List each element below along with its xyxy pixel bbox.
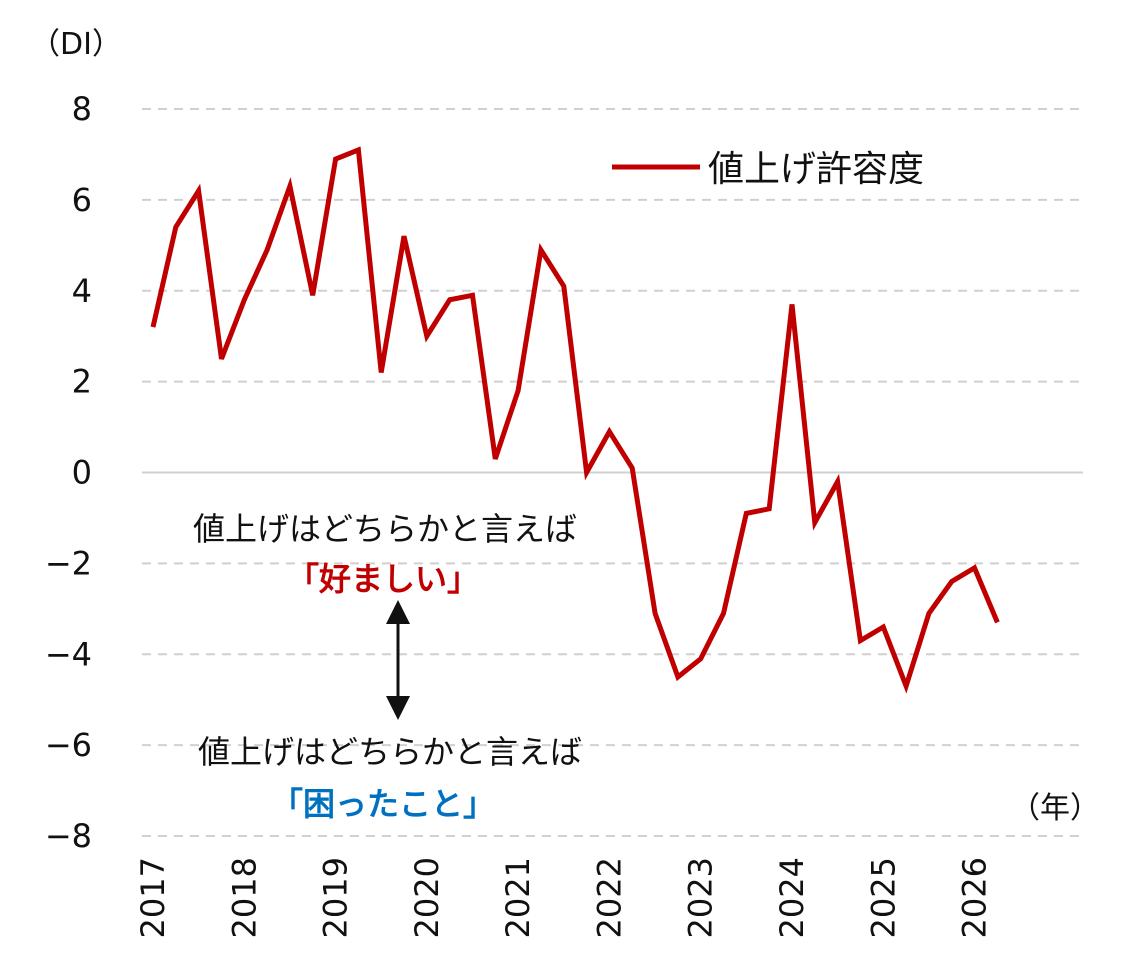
legend-label: 値上げ許容度: [708, 149, 924, 190]
x-tick-label: 2018: [225, 857, 263, 938]
annotation-lower-highlight: 「困ったこと」: [271, 785, 495, 823]
x-tick-labels: 2017 2018 2019 2020 2021 2022 2023 2024 2025 2026: [134, 857, 994, 938]
y-tick-label: 4: [72, 272, 92, 310]
y-tick-label: −2: [45, 544, 92, 582]
x-tick-label: 2024: [773, 857, 811, 938]
x-tick-label: 2026: [956, 857, 994, 938]
y-tick-label: −6: [45, 726, 92, 764]
series-layer: [150, 146, 1000, 694]
y-tick-label: −8: [45, 817, 92, 855]
x-tick-label: 2025: [864, 857, 902, 938]
x-tick-label: 2019: [317, 857, 355, 938]
annotation-upper-highlight: 「好ましい」: [287, 560, 479, 598]
x-axis-unit: （年）: [1010, 791, 1100, 826]
x-tick-label: 2022: [590, 857, 628, 938]
y-tick-label: 2: [72, 363, 92, 401]
series-line: [150, 146, 1000, 694]
x-tick-label: 2021: [499, 857, 537, 938]
annotation-lower-text: 値上げはどちらかと言えば: [198, 733, 582, 771]
y-tick-labels: 8 6 4 2 0 −2 −4 −6 −8: [45, 90, 92, 855]
x-tick-label: 2017: [134, 857, 172, 938]
x-tick-label: 2020: [408, 857, 446, 938]
annotation-upper-text: 値上げはどちらかと言えば: [193, 510, 577, 548]
y-axis-unit: （DI）: [30, 27, 122, 62]
annotation-block: 値上げはどちらかと言えば 「好ましい」 値上げはどちらかと言えば 「困ったこと」: [193, 510, 582, 823]
y-tick-label: −4: [45, 635, 92, 673]
grid-lines: [142, 108, 1083, 837]
y-tick-label: 6: [72, 181, 92, 219]
x-tick-label: 2023: [682, 857, 720, 938]
y-tick-label: 8: [72, 90, 92, 128]
y-tick-label: 0: [72, 454, 92, 492]
legend: 値上げ許容度: [612, 149, 924, 190]
